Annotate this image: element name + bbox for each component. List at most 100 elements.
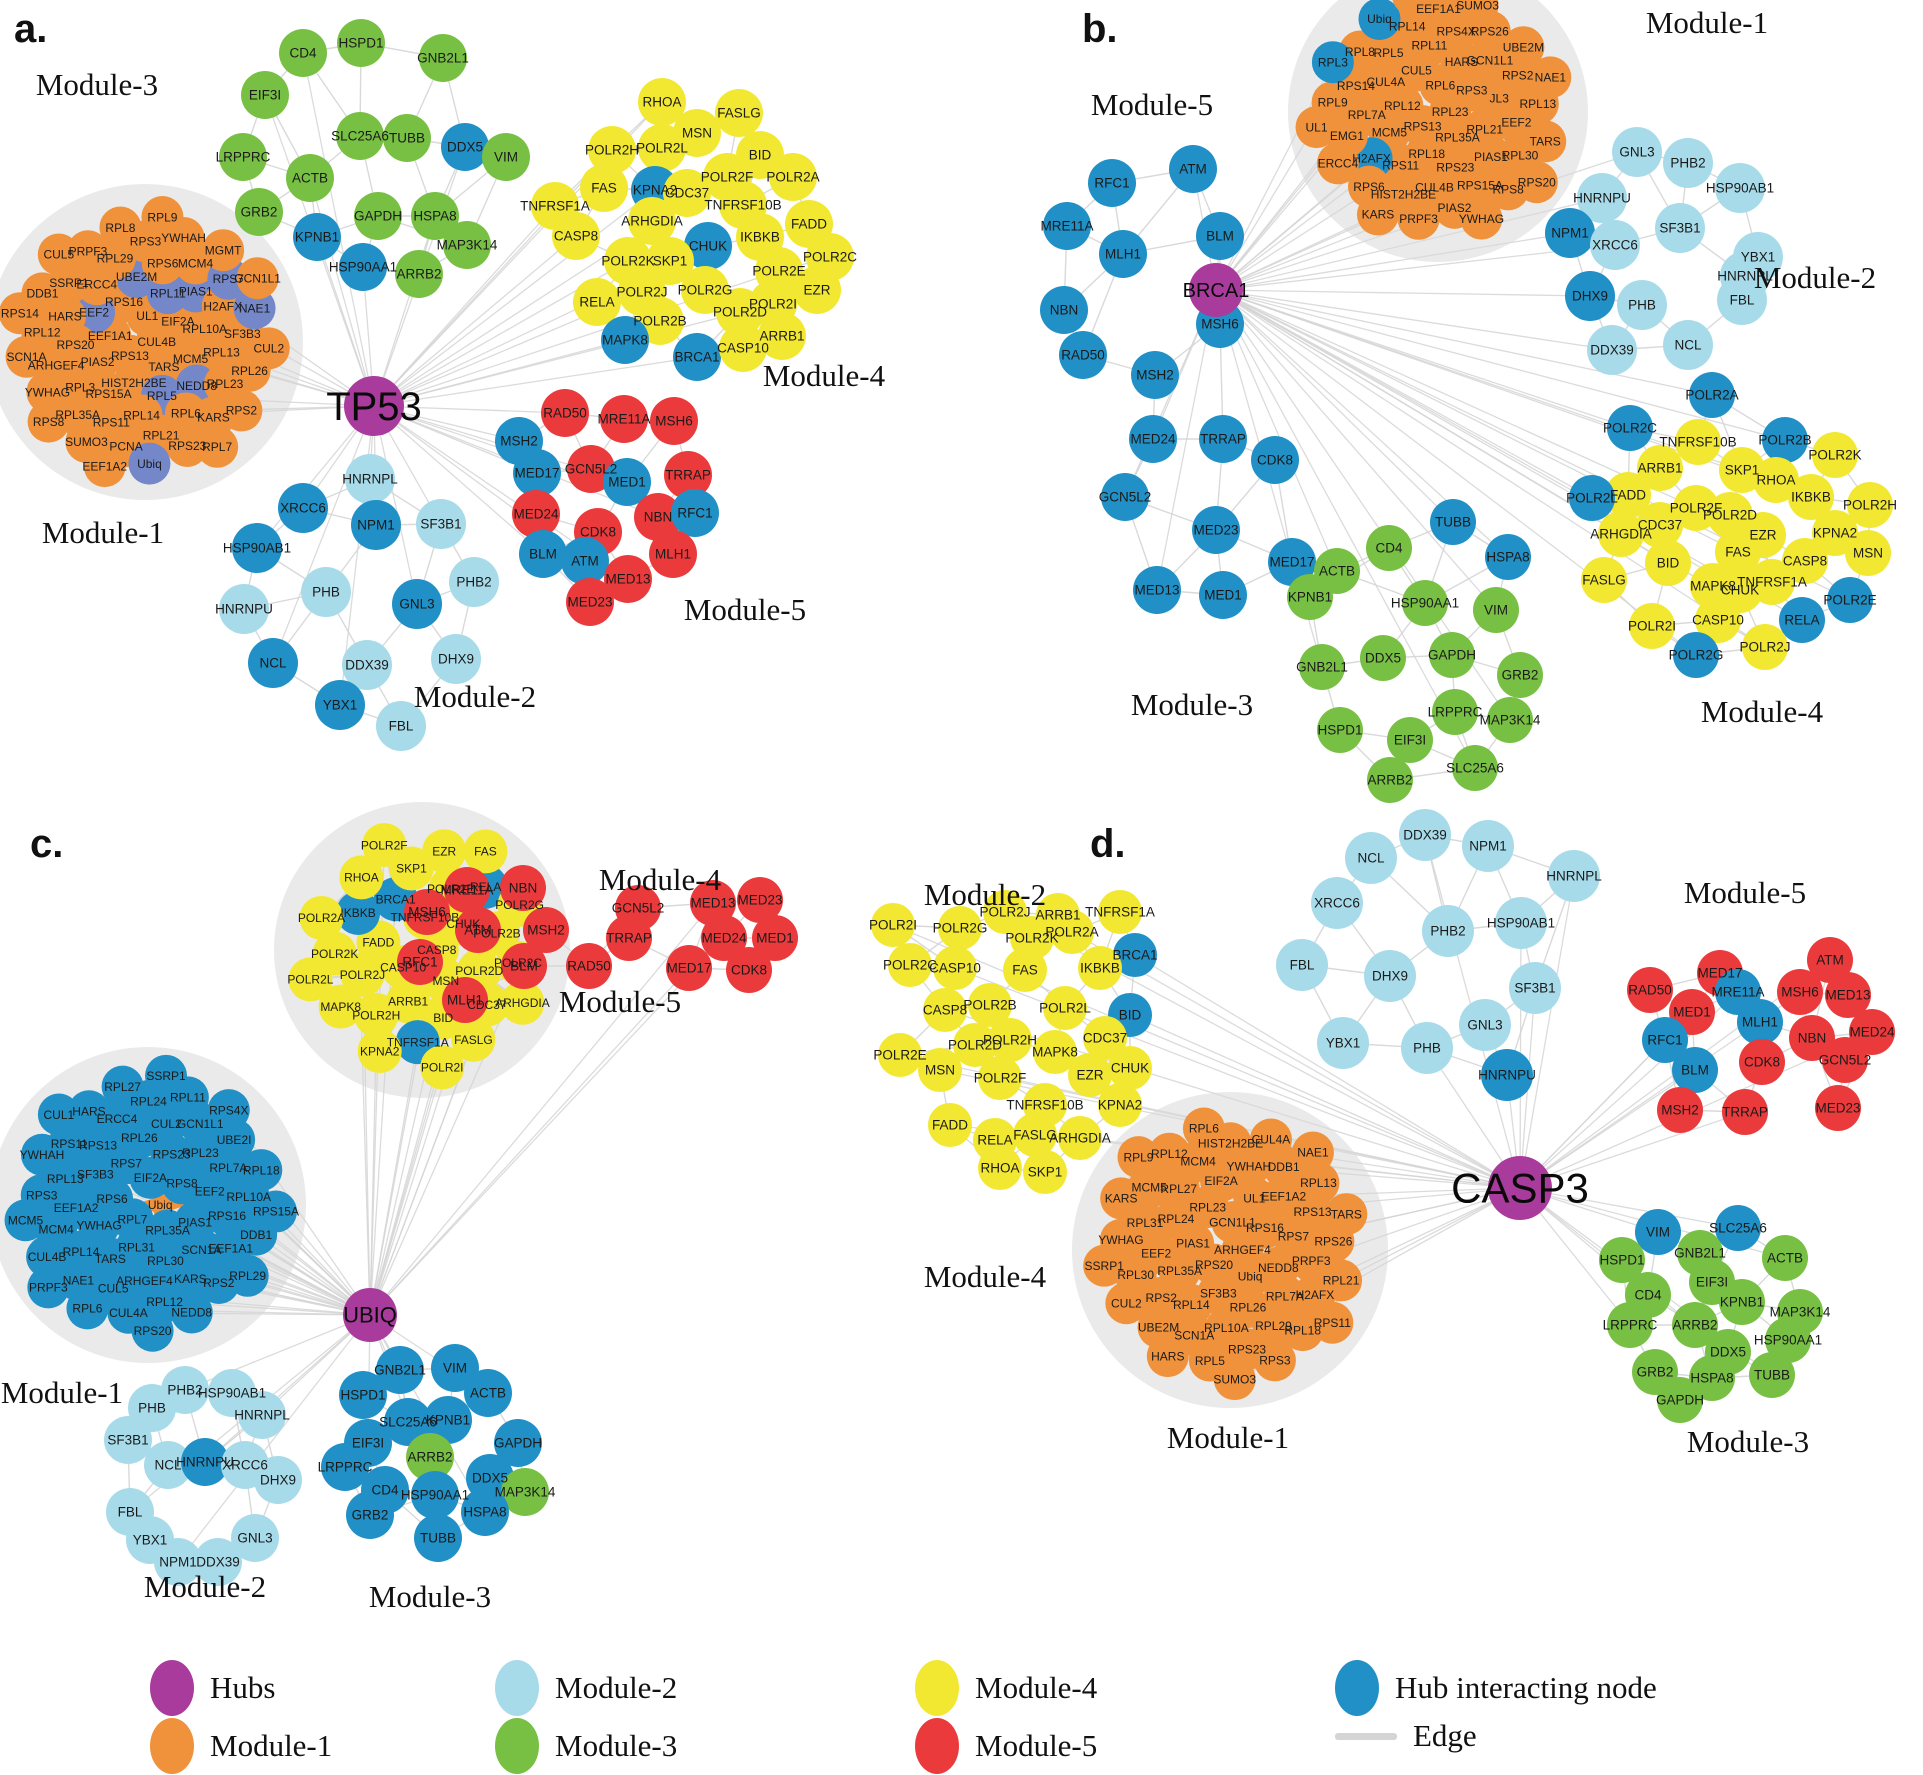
module-label-a-Module-1: Module-1 [42,515,164,550]
node-POLR2F [978,1056,1022,1100]
node-HSPA8 [1485,534,1531,580]
node-MRE11A [1043,202,1091,250]
node-NPM1 [1462,820,1514,872]
node-KPNB1 [1719,1279,1765,1325]
node-MAP3K14 [501,1468,549,1516]
node-POLR2A [769,153,817,201]
node-HNRNPL [1548,850,1600,902]
hub-edge [1215,289,1454,523]
node-KPNA2 [357,1029,402,1074]
node-SKP1 [646,237,694,285]
node-RFC1 [1642,1017,1688,1063]
node-CUL2 [247,327,290,370]
node-CUL1 [37,1093,80,1136]
node-NCL [144,1441,192,1489]
node-LRPPRC [1432,689,1478,735]
node-GCN5L2 [1822,1037,1868,1083]
node-POLR2D [953,1023,997,1067]
hub-edge [204,1314,371,1463]
node-MSH6 [650,397,698,445]
node-PHB2 [1422,905,1474,957]
node-RELA [1779,597,1825,643]
hub-edge [1215,289,1713,396]
node-DHX9 [1364,950,1416,1002]
node-MSH6 [404,889,450,935]
node-POLR2A [1050,910,1094,954]
node-POLR2G [1673,632,1719,678]
hub-edge [373,339,626,407]
node-RPS2 [220,389,263,432]
node-RPS15A [254,1190,297,1233]
node-ERCC4 [1316,142,1359,185]
node-MCM5 [4,1199,47,1242]
node-SUMO3 [1213,1358,1256,1401]
hub-edge [373,215,436,407]
module-label-c-Module-3: Module-3 [369,1579,491,1614]
node-TRRAP [1199,415,1247,463]
node-TUBB [414,1514,462,1562]
node-SLC25A6 [336,112,384,160]
node-IKBKB [336,890,381,935]
node-CASP10 [933,946,977,990]
node-CASP8 [1782,538,1828,584]
node-NBN [634,493,682,541]
node-HSP90AB1 [1495,897,1547,949]
node-NBN [500,865,546,911]
node-RPL27 [101,1065,144,1108]
node-DDX39 [1399,809,1451,861]
node-RPL7 [196,425,239,468]
node-CHUK [684,222,732,270]
module-label-a-Module-3: Module-3 [36,67,158,102]
node-HNRNPU [1481,1049,1533,1101]
node-TARS [1524,120,1567,163]
node-GAPDH [1429,632,1475,678]
node-CDK8 [1251,436,1299,484]
node-RPS4X [207,1089,250,1132]
node-DDX5 [1360,635,1406,681]
module-label-c-Module-2: Module-2 [144,1569,266,1604]
node-ARRB1 [1637,445,1683,491]
node-TUBB [383,114,431,162]
node-ARHGDIA [628,197,676,245]
module-label-a-Module-5: Module-5 [684,592,806,627]
module-label-d-Module-5: Module-5 [1684,875,1806,910]
hub-edge [1519,1111,1746,1189]
node-RPS8 [27,400,70,443]
module-label-b-Module-4: Module-4 [1701,694,1824,729]
hub-node-CASP3 [1488,1156,1552,1220]
hub-node-TP53 [344,376,404,436]
node-POLR2E [878,1033,922,1077]
node-EIF3I [241,71,289,119]
node-XRCC6 [1311,877,1363,929]
node-DDX5 [441,123,489,171]
node-SF3B1 [104,1416,152,1464]
hub-edge [1519,1187,1739,1229]
node-CASP10 [719,324,767,372]
node-GNL3 [231,1514,279,1562]
node-RPL9 [141,196,184,239]
node-SF3B1 [1655,203,1705,253]
hub-label-TP53: TP53 [326,385,422,429]
node-RHOA [638,78,686,126]
node-IKBKB [1078,946,1122,990]
node-XRCC6 [1590,220,1640,270]
node-POLR2G [681,266,729,314]
node-KPNB1 [424,1396,472,1444]
hub-edge [369,902,714,1316]
node-TNFRSF1A [1749,559,1795,605]
node-MED23 [1192,506,1240,554]
node-HSP90AA1 [339,243,387,291]
node-MED17 [513,449,561,497]
node-GNB2L1 [376,1346,424,1394]
module-label-d-Module-2: Module-2 [924,877,1046,912]
node-POLR2L [638,124,686,172]
hub-edge [1215,289,1766,648]
node-CASP10 [1695,597,1741,643]
node-MED17 [1268,538,1316,586]
hub-edge [1129,1014,1521,1189]
node-POLR2C [1607,405,1653,451]
module-label-c-Module-5: Module-5 [559,984,681,1019]
node-MSH2 [1131,351,1179,399]
node-SSRP1 [1083,1244,1126,1287]
node-Ubiq [1358,0,1401,40]
